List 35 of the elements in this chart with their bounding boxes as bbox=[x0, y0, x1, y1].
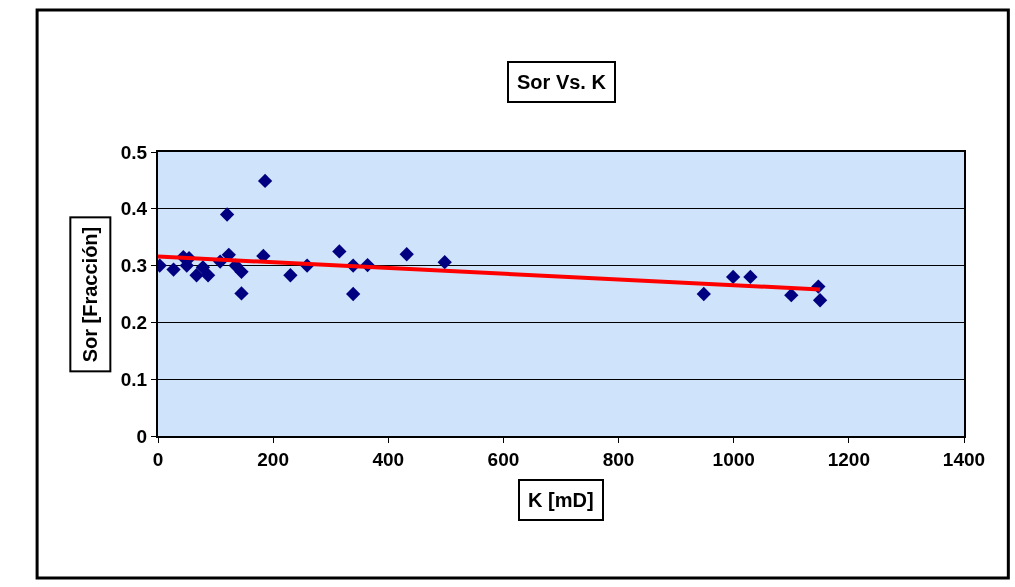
point bbox=[725, 269, 741, 285]
x-tick-label: 1400 bbox=[942, 448, 986, 470]
point bbox=[234, 264, 249, 279]
point bbox=[743, 269, 758, 285]
point bbox=[200, 268, 216, 283]
point bbox=[399, 247, 414, 262]
point bbox=[784, 287, 799, 303]
point bbox=[189, 268, 204, 283]
y-tick-label: 0.5 bbox=[120, 141, 148, 163]
point bbox=[234, 286, 249, 301]
point bbox=[166, 262, 181, 277]
point bbox=[195, 260, 211, 275]
point bbox=[332, 244, 347, 259]
x-tick-label: 1000 bbox=[712, 448, 755, 470]
x-tick-label: 600 bbox=[487, 448, 520, 470]
x-tick-label: 0 bbox=[152, 448, 164, 470]
y-axis-title: Sor [Fracción] bbox=[79, 226, 102, 363]
point bbox=[437, 255, 452, 270]
chart-title: Sor Vs. K bbox=[517, 71, 607, 93]
point bbox=[283, 268, 298, 283]
point bbox=[696, 286, 711, 302]
x-tick-label: 1200 bbox=[827, 448, 870, 470]
point bbox=[346, 286, 361, 302]
x-axis-title: K [mD] bbox=[528, 489, 594, 511]
y-tick-label: 0.2 bbox=[120, 312, 148, 334]
x-tick-label: 400 bbox=[372, 448, 405, 470]
y-tick-label: 0.4 bbox=[120, 198, 148, 220]
x-tick-label: 800 bbox=[602, 448, 635, 470]
point bbox=[812, 293, 828, 308]
y-tick-label: 0.3 bbox=[120, 255, 148, 277]
y-tick-label: 0.1 bbox=[120, 368, 148, 390]
y-tick-label: 0 bbox=[136, 425, 148, 447]
point bbox=[219, 207, 235, 222]
x-tick-label: 200 bbox=[257, 448, 289, 470]
point bbox=[257, 173, 273, 189]
